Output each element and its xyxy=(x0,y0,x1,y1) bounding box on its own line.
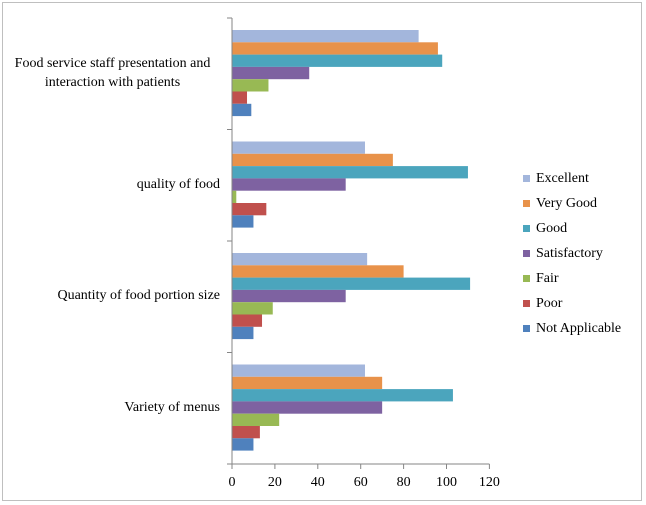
category-label: Food service staff presentation and xyxy=(14,55,211,71)
legend-swatch xyxy=(523,250,530,257)
bar-excellent-0 xyxy=(232,30,419,43)
legend-swatch xyxy=(523,275,530,282)
bar-very-good-2 xyxy=(232,265,404,278)
bar-poor-1 xyxy=(232,203,267,216)
bar-fair-2 xyxy=(232,302,273,315)
legend-label: Not Applicable xyxy=(536,320,622,336)
bar-very-good-3 xyxy=(232,376,383,390)
bar-excellent-2 xyxy=(232,253,368,266)
bar-fair-0 xyxy=(232,79,269,92)
x-tick-label: 20 xyxy=(267,475,282,490)
bar-excellent-1 xyxy=(232,141,365,154)
bar-poor-3 xyxy=(232,426,260,439)
bar-not-applicable-2 xyxy=(232,326,254,340)
x-tick-label: 100 xyxy=(436,475,457,490)
category-label: interaction with patients xyxy=(44,74,181,90)
legend-label: Poor xyxy=(536,295,563,311)
bar-good-0 xyxy=(232,54,443,67)
bar-not-applicable-3 xyxy=(232,438,254,451)
bar-fair-3 xyxy=(232,413,280,426)
bar-very-good-1 xyxy=(232,153,393,167)
bar-satisfactory-3 xyxy=(232,401,383,414)
legend-item: Poor xyxy=(523,291,621,316)
bar-very-good-0 xyxy=(232,42,438,55)
x-tick-label: 0 xyxy=(228,475,236,490)
legend-label: Very Good xyxy=(536,195,598,211)
legend-item: Satisfactory xyxy=(523,241,621,266)
category-label: quality of food xyxy=(136,176,220,192)
bar-satisfactory-1 xyxy=(232,178,346,191)
x-tick-label: 60 xyxy=(353,475,368,490)
legend-item: Fair xyxy=(523,266,621,291)
bar-satisfactory-0 xyxy=(232,66,310,80)
bar-not-applicable-0 xyxy=(232,103,252,117)
x-tick-label: 80 xyxy=(396,475,411,490)
legend-item: Not Applicable xyxy=(523,316,621,341)
legend-swatch xyxy=(523,300,530,307)
legend-item: Good xyxy=(523,216,621,241)
legend-label: Fair xyxy=(536,270,559,286)
legend-label: Excellent xyxy=(536,170,589,186)
bar-not-applicable-1 xyxy=(232,215,254,228)
legend: Excellent Very Good Good Satisfactory Fair Po… xyxy=(523,166,621,341)
legend-swatch xyxy=(523,225,530,232)
legend-swatch xyxy=(523,200,530,207)
chart-frame xyxy=(2,2,642,501)
bar-poor-0 xyxy=(232,91,248,104)
legend-label: Good xyxy=(536,220,568,236)
bar-good-3 xyxy=(232,389,453,402)
x-tick-label: 40 xyxy=(310,475,325,490)
legend-swatch xyxy=(523,175,530,182)
bar-excellent-3 xyxy=(232,364,365,377)
bar-satisfactory-2 xyxy=(232,289,346,303)
bar-good-2 xyxy=(232,277,471,290)
x-tick-label: 120 xyxy=(478,475,500,490)
bar-good-1 xyxy=(232,166,468,179)
legend-item: Very Good xyxy=(523,191,621,216)
legend-item: Excellent xyxy=(523,166,621,191)
category-label: Variety of menus xyxy=(124,399,220,415)
category-label: Quantity of food portion size xyxy=(57,288,220,304)
legend-swatch xyxy=(523,325,530,332)
legend-label: Satisfactory xyxy=(536,245,603,261)
bar-fair-1 xyxy=(232,190,237,203)
bar-poor-2 xyxy=(232,314,263,327)
